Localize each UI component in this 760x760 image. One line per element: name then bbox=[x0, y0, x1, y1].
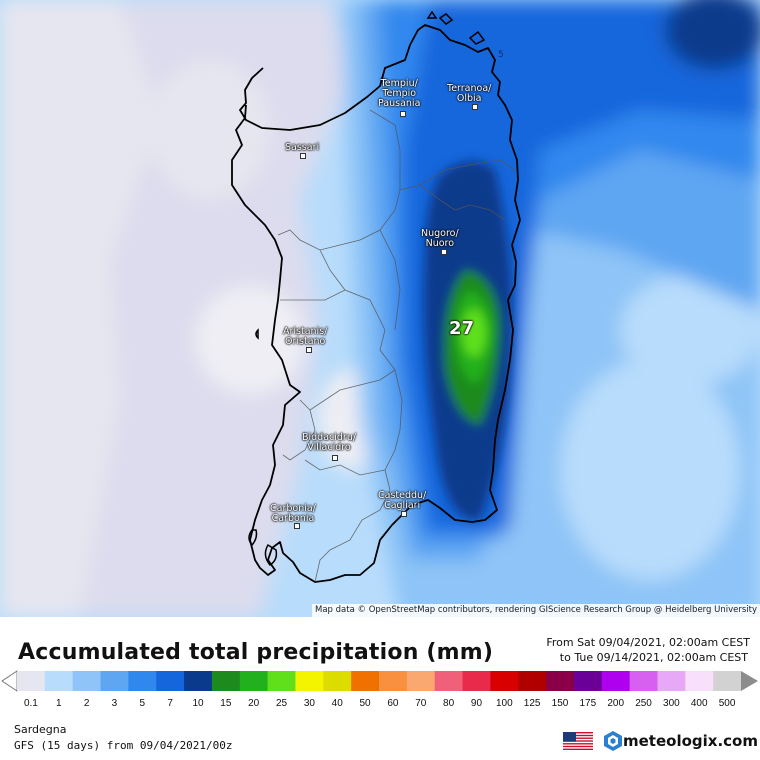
color-scale bbox=[1, 670, 758, 692]
scale-swatch bbox=[239, 671, 269, 691]
scale-label: 400 bbox=[690, 698, 708, 709]
city-label-olbia: Terranoa/ Olbia bbox=[447, 83, 492, 104]
city-label-tempio: Tempiu/ Tempio Pausania bbox=[378, 78, 421, 109]
precipitation-field bbox=[0, 0, 760, 617]
scale-label: 250 bbox=[635, 698, 652, 709]
scale-label: 15 bbox=[220, 698, 232, 709]
model-run: GFS (15 days) from 09/04/2021/00z bbox=[14, 739, 233, 752]
scale-label: 7 bbox=[167, 698, 173, 709]
scale-swatch bbox=[657, 671, 686, 691]
brand-name[interactable]: meteologix.com bbox=[623, 732, 758, 750]
legend-title: Accumulated total precipitation (mm) bbox=[18, 640, 494, 665]
city-marker-nuoro bbox=[441, 249, 447, 255]
scale-label: 300 bbox=[663, 698, 680, 709]
scale-label: 50 bbox=[359, 698, 371, 709]
city-marker-cagliari bbox=[401, 511, 407, 517]
contour-label: 5 bbox=[498, 50, 504, 60]
scale-swatch bbox=[100, 671, 129, 691]
scale-label: 25 bbox=[275, 698, 288, 709]
scale-label: 0.1 bbox=[23, 698, 38, 709]
scale-swatch bbox=[546, 671, 575, 691]
scale-label: 175 bbox=[579, 698, 597, 709]
city-marker-oristano bbox=[306, 347, 312, 353]
scale-swatch bbox=[518, 671, 547, 691]
scale-swatch bbox=[323, 671, 352, 691]
scale-label: 80 bbox=[443, 698, 455, 709]
scale-arrow-right bbox=[741, 671, 758, 691]
legend-panel: Accumulated total precipitation (mm) Fro… bbox=[0, 617, 760, 760]
city-marker-villacidro bbox=[332, 455, 338, 461]
scale-swatch bbox=[629, 671, 658, 691]
scale-swatch bbox=[156, 671, 185, 691]
period-from: From Sat 09/04/2021, 02:00am CEST bbox=[546, 636, 750, 649]
scale-swatch bbox=[128, 671, 157, 691]
scale-label: 100 bbox=[495, 698, 513, 709]
scale-swatch bbox=[490, 671, 519, 691]
period-to: to Tue 09/14/2021, 02:00am CEST bbox=[559, 651, 748, 664]
scale-label: 60 bbox=[387, 698, 399, 709]
scale-swatch bbox=[184, 671, 213, 691]
scale-swatch bbox=[295, 671, 324, 691]
meteologix-logo-icon bbox=[604, 731, 622, 751]
scale-swatch bbox=[44, 671, 74, 691]
scale-label: 40 bbox=[331, 698, 343, 709]
city-marker-olbia bbox=[472, 104, 478, 110]
scale-label: 125 bbox=[523, 698, 541, 709]
scale-label: 500 bbox=[718, 698, 736, 709]
city-label-nuoro: Nugoro/ Nuoro bbox=[421, 228, 459, 249]
city-label-cagliari: Casteddu/ Cagliari bbox=[378, 490, 427, 511]
scale-swatch bbox=[406, 671, 436, 691]
map-attribution: Map data © OpenStreetMap contributors, r… bbox=[312, 604, 760, 617]
city-marker-tempio bbox=[400, 111, 406, 117]
scale-swatch bbox=[211, 671, 241, 691]
scale-label: 5 bbox=[139, 698, 146, 709]
max-value-label: 27 bbox=[449, 318, 475, 339]
city-marker-carbonia bbox=[294, 523, 300, 529]
scale-swatch bbox=[351, 671, 380, 691]
city-marker-sassari bbox=[300, 153, 306, 159]
scale-label: 150 bbox=[551, 698, 569, 709]
coastline bbox=[231, 24, 521, 583]
scale-label: 3 bbox=[111, 698, 118, 709]
city-label-villacidro: Biddacidru/ Villacidro bbox=[302, 432, 357, 453]
scale-label: 10 bbox=[192, 698, 204, 709]
scale-label: 2 bbox=[83, 698, 90, 709]
scale-swatch bbox=[685, 671, 714, 691]
scale-swatch bbox=[267, 671, 296, 691]
scale-swatch bbox=[573, 671, 603, 691]
scale-swatch bbox=[462, 671, 491, 691]
scale-swatch bbox=[17, 671, 46, 691]
scale-label: 30 bbox=[303, 698, 315, 709]
scale-swatch bbox=[72, 671, 102, 691]
scale-arrow-left bbox=[1, 670, 18, 692]
scale-label: 90 bbox=[470, 698, 483, 709]
city-label-carbonia: Carbonia/ Carbonia bbox=[270, 503, 316, 524]
scale-swatch bbox=[434, 671, 464, 691]
precipitation-map: 5 Tempiu/ Tempio Pausania Terranoa/ Olbi… bbox=[0, 0, 760, 617]
scale-swatch bbox=[713, 671, 742, 691]
scale-label: 20 bbox=[248, 698, 260, 709]
us-flag-icon bbox=[563, 732, 593, 750]
scale-label: 200 bbox=[607, 698, 625, 709]
region-name: Sardegna bbox=[14, 723, 67, 736]
city-label-oristano: Aristanis/ Oristano bbox=[283, 326, 328, 347]
city-label-sassari: Sassari bbox=[285, 142, 320, 153]
scale-label: 1 bbox=[55, 698, 62, 709]
scale-label: 70 bbox=[415, 698, 427, 709]
scale-swatch bbox=[601, 671, 631, 691]
scale-swatch bbox=[379, 671, 408, 691]
